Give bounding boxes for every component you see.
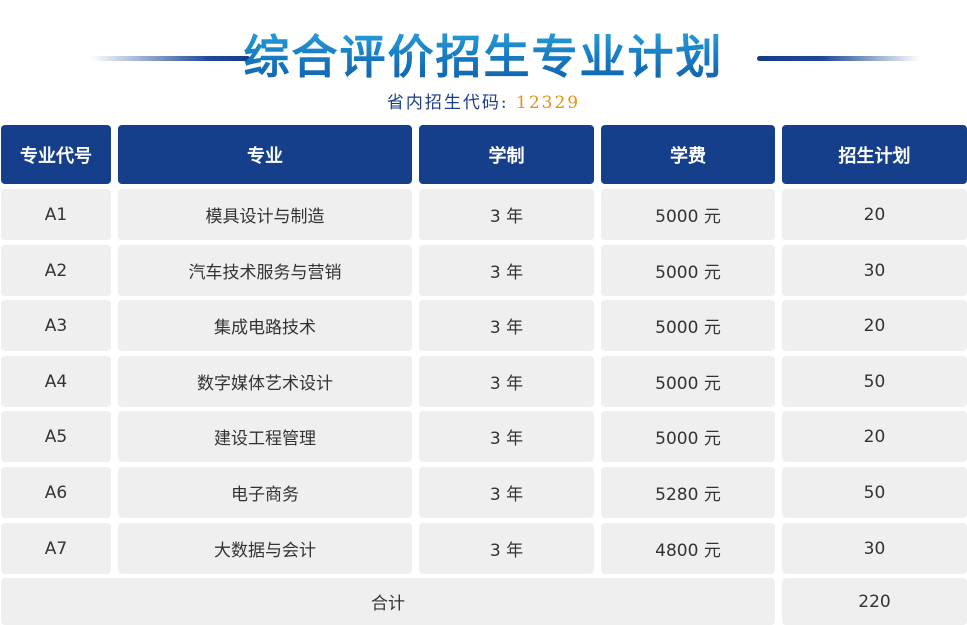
table-cell-tuition: 5000 元: [601, 189, 775, 240]
table-cell-code: A5: [1, 411, 111, 462]
table-cell-plan: 50: [782, 356, 967, 407]
table-cell-major: 建设工程管理: [118, 411, 412, 462]
table-cell-code: A7: [1, 523, 111, 574]
table-cell-tuition: 5000 元: [601, 411, 775, 462]
enrollment-code-label: 省内招生代码:: [386, 93, 509, 113]
table-cell-code: A4: [1, 356, 111, 407]
table-cell-tuition: 5000 元: [601, 245, 775, 296]
header-cell-tuition: 学费: [601, 125, 775, 184]
enrollment-code-value: 12329: [516, 93, 581, 113]
table-cell-plan: 20: [782, 300, 967, 351]
table-cell-major: 电子商务: [118, 467, 412, 518]
header-cell-duration: 学制: [419, 125, 594, 184]
table-cell-tuition: 5280 元: [601, 467, 775, 518]
enrollment-code: 省内招生代码: 12329: [0, 90, 967, 116]
page-title: 综合评价招生专业计划: [0, 26, 967, 88]
table-cell-duration: 3 年: [419, 523, 594, 574]
table-cell-tuition: 4800 元: [601, 523, 775, 574]
table-cell-major: 数字媒体艺术设计: [118, 356, 412, 407]
table-cell-code: A1: [1, 189, 111, 240]
header-cell-plan: 招生计划: [782, 125, 967, 184]
table-cell-tuition: 5000 元: [601, 300, 775, 351]
table-cell-major: 模具设计与制造: [118, 189, 412, 240]
table-cell-duration: 3 年: [419, 300, 594, 351]
table-cell-code: A2: [1, 245, 111, 296]
table-cell-plan: 20: [782, 189, 967, 240]
table-cell-duration: 3 年: [419, 467, 594, 518]
header-cell-major: 专业: [118, 125, 412, 184]
table-cell-plan: 20: [782, 411, 967, 462]
table-cell-tuition: 5000 元: [601, 356, 775, 407]
table-cell-major: 集成电路技术: [118, 300, 412, 351]
table-cell-plan: 30: [782, 245, 967, 296]
table-cell-duration: 3 年: [419, 356, 594, 407]
title-decor-line-right: [757, 56, 920, 61]
table-cell-duration: 3 年: [419, 189, 594, 240]
header-cell-code: 专业代号: [1, 125, 111, 184]
table-cell-major: 大数据与会计: [118, 523, 412, 574]
table-cell-code: A3: [1, 300, 111, 351]
table-cell-duration: 3 年: [419, 411, 594, 462]
table-cell-plan: 50: [782, 467, 967, 518]
title-decor-line-left: [90, 56, 250, 61]
table-cell-duration: 3 年: [419, 245, 594, 296]
table-cell-major: 汽车技术服务与营销: [118, 245, 412, 296]
table-cell-plan: 30: [782, 523, 967, 574]
table-cell-code: A6: [1, 467, 111, 518]
title-section: 综合评价招生专业计划 省内招生代码: 12329: [0, 0, 967, 120]
total-label-cell: 合计: [1, 578, 775, 625]
total-value-cell: 220: [782, 578, 967, 625]
